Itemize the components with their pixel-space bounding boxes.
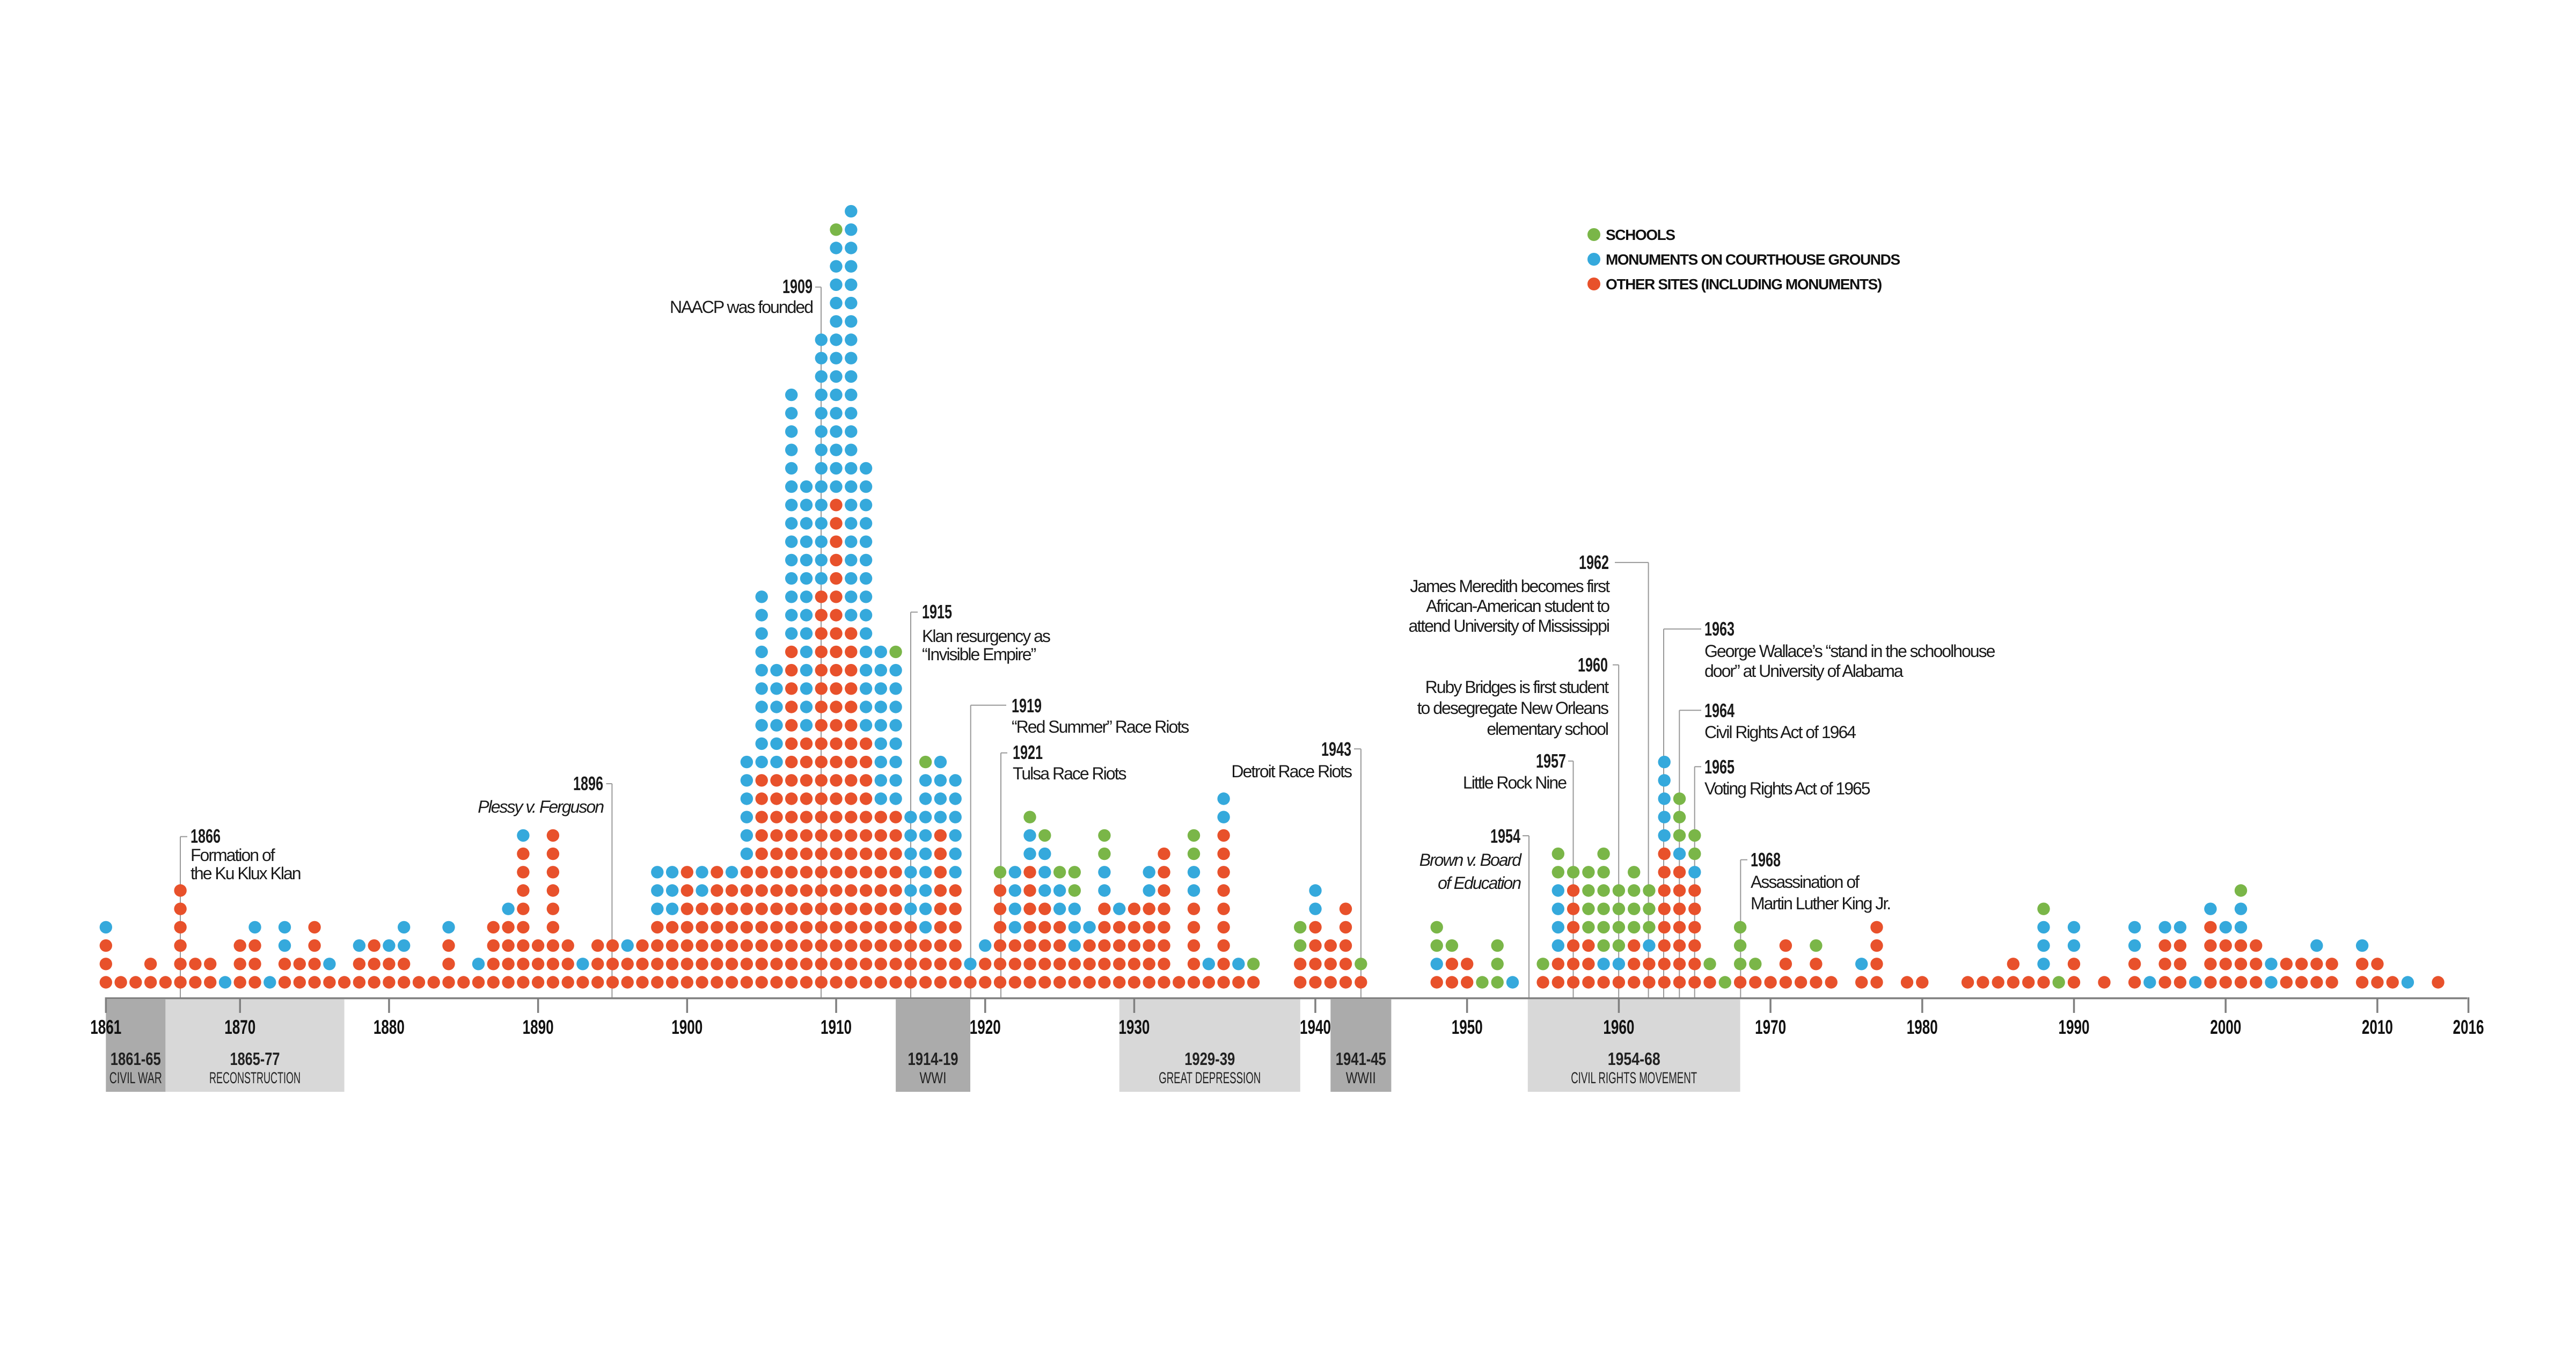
svg-text:elementary school: elementary school — [1487, 719, 1608, 739]
svg-text:1970: 1970 — [1755, 1016, 1786, 1038]
svg-text:OTHER SITES (INCLUDING MONUMEN: OTHER SITES (INCLUDING MONUMENTS) — [1606, 276, 1882, 293]
svg-text:1965: 1965 — [1704, 756, 1735, 778]
svg-text:1963: 1963 — [1704, 618, 1735, 640]
svg-text:“Red Summer” Race Riots: “Red Summer” Race Riots — [1012, 717, 1189, 736]
svg-text:1890: 1890 — [523, 1016, 554, 1038]
svg-text:Plessy v. Ferguson: Plessy v. Ferguson — [478, 797, 604, 816]
svg-text:1962: 1962 — [1579, 551, 1609, 573]
svg-text:1919: 1919 — [1012, 695, 1042, 717]
svg-text:1929-39: 1929-39 — [1184, 1049, 1235, 1069]
svg-text:1960: 1960 — [1578, 654, 1608, 676]
svg-text:Assassination of: Assassination of — [1751, 872, 1860, 892]
svg-text:1896: 1896 — [573, 772, 603, 794]
svg-text:CIVIL RIGHTS MOVEMENT: CIVIL RIGHTS MOVEMENT — [1571, 1069, 1697, 1087]
svg-text:1940: 1940 — [1300, 1016, 1331, 1038]
svg-text:1957: 1957 — [1536, 750, 1566, 772]
svg-text:1954-68: 1954-68 — [1608, 1049, 1660, 1069]
svg-text:2000: 2000 — [2210, 1016, 2241, 1038]
svg-text:the Ku Klux Klan: the Ku Klux Klan — [191, 864, 301, 883]
svg-text:GREAT DEPRESSION: GREAT DEPRESSION — [1159, 1069, 1261, 1087]
svg-text:of Education: of Education — [1438, 873, 1521, 893]
svg-text:CIVIL WAR: CIVIL WAR — [109, 1069, 162, 1087]
svg-text:1960: 1960 — [1603, 1016, 1634, 1038]
svg-text:attend University of Mississip: attend University of Mississippi — [1409, 616, 1609, 636]
svg-text:1990: 1990 — [2059, 1016, 2090, 1038]
svg-text:James Meredith becomes first: James Meredith becomes first — [1410, 577, 1610, 596]
svg-text:Formation of: Formation of — [191, 845, 275, 865]
svg-text:Martin Luther King Jr.: Martin Luther King Jr. — [1751, 894, 1890, 913]
svg-text:1920: 1920 — [970, 1016, 1001, 1038]
svg-text:1910: 1910 — [821, 1016, 852, 1038]
svg-text:Ruby Bridges is first student: Ruby Bridges is first student — [1425, 677, 1609, 697]
svg-text:1941-45: 1941-45 — [1336, 1049, 1386, 1069]
svg-text:Detroit Race Riots: Detroit Race Riots — [1231, 762, 1352, 781]
svg-text:1870: 1870 — [224, 1016, 255, 1038]
svg-text:1921: 1921 — [1013, 741, 1043, 763]
svg-text:1930: 1930 — [1118, 1016, 1150, 1038]
svg-text:Brown v. Board: Brown v. Board — [1419, 850, 1523, 870]
svg-text:MONUMENTS ON COURTHOUSE GROUND: MONUMENTS ON COURTHOUSE GROUNDS — [1606, 251, 1900, 268]
svg-text:Tulsa Race Riots: Tulsa Race Riots — [1013, 764, 1126, 783]
svg-text:1861-65: 1861-65 — [111, 1049, 161, 1069]
svg-text:1861: 1861 — [90, 1016, 121, 1038]
svg-text:1968: 1968 — [1751, 849, 1781, 871]
svg-text:Voting Rights Act of 1965: Voting Rights Act of 1965 — [1704, 779, 1870, 798]
svg-text:1950: 1950 — [1452, 1016, 1483, 1038]
svg-text:African-American student to: African-American student to — [1426, 596, 1609, 616]
svg-text:1900: 1900 — [671, 1016, 702, 1038]
svg-text:1866: 1866 — [191, 825, 221, 847]
svg-text:1943: 1943 — [1321, 738, 1351, 760]
svg-text:2016: 2016 — [2453, 1016, 2484, 1038]
svg-text:1954: 1954 — [1490, 825, 1520, 847]
svg-text:Civil Rights Act of 1964: Civil Rights Act of 1964 — [1704, 723, 1856, 742]
svg-text:to desegregate New Orleans: to desegregate New Orleans — [1417, 698, 1608, 718]
svg-text:1915: 1915 — [922, 601, 952, 623]
svg-text:“Invisible Empire”: “Invisible Empire” — [922, 645, 1036, 664]
svg-text:1914-19: 1914-19 — [908, 1049, 958, 1069]
svg-text:door” at University of Alabama: door” at University of Alabama — [1704, 661, 1904, 681]
svg-text:1964: 1964 — [1704, 699, 1735, 721]
svg-text:SCHOOLS: SCHOOLS — [1606, 227, 1675, 243]
svg-text:NAACP was founded: NAACP was founded — [670, 297, 813, 317]
svg-text:Little Rock Nine: Little Rock Nine — [1463, 773, 1567, 792]
svg-text:1909: 1909 — [782, 275, 813, 297]
svg-text:1865-77: 1865-77 — [230, 1049, 280, 1069]
svg-text:1880: 1880 — [374, 1016, 405, 1038]
svg-text:1980: 1980 — [1907, 1016, 1938, 1038]
svg-text:WWI: WWI — [920, 1069, 947, 1087]
svg-text:2010: 2010 — [2362, 1016, 2393, 1038]
svg-text:RECONSTRUCTION: RECONSTRUCTION — [209, 1069, 301, 1087]
svg-text:George Wallace’s “stand in the: George Wallace’s “stand in the schoolhou… — [1704, 641, 1995, 661]
svg-text:WWII: WWII — [1346, 1069, 1376, 1087]
svg-text:Klan resurgency as: Klan resurgency as — [922, 626, 1050, 646]
